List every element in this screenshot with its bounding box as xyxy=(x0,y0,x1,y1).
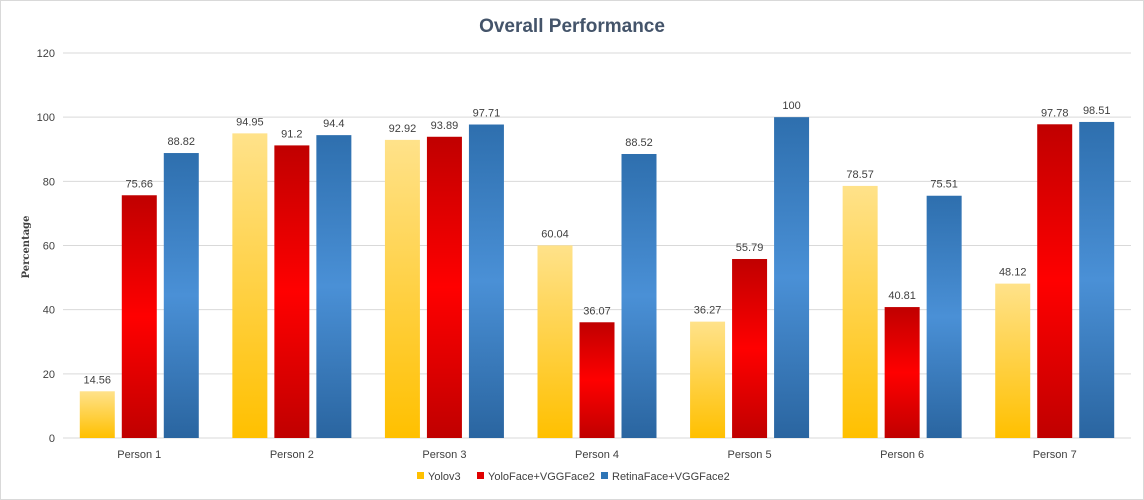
bar xyxy=(884,307,920,438)
data-label: 60.04 xyxy=(541,228,569,240)
legend-swatch xyxy=(417,472,424,479)
data-label: 36.07 xyxy=(583,305,611,317)
legend-entry: Yolov3 xyxy=(428,471,461,483)
legend-swatch xyxy=(477,472,484,479)
y-tick-label: 40 xyxy=(43,305,55,317)
data-label: 48.12 xyxy=(999,267,1027,279)
bar xyxy=(537,245,573,438)
chart-title: Overall Performance xyxy=(479,16,665,37)
y-tick-label: 60 xyxy=(43,241,55,253)
bar xyxy=(426,136,462,438)
bars xyxy=(79,117,1115,439)
bar xyxy=(316,135,352,438)
bar xyxy=(274,145,310,438)
bar xyxy=(579,322,615,438)
bar xyxy=(926,195,962,438)
x-tick-label: Person 4 xyxy=(575,449,619,461)
bar xyxy=(774,117,810,439)
data-label: 75.66 xyxy=(126,178,154,190)
data-label: 88.52 xyxy=(625,137,653,149)
y-tick-label: 120 xyxy=(37,48,55,60)
bar xyxy=(163,153,199,438)
y-tick-label: 20 xyxy=(43,369,55,381)
bar xyxy=(1037,124,1073,438)
bar xyxy=(79,391,115,438)
data-label: 36.27 xyxy=(694,305,722,317)
bar xyxy=(842,185,878,438)
legend-swatch xyxy=(601,472,608,479)
x-tick-label: Person 6 xyxy=(880,449,924,461)
bar xyxy=(384,139,420,439)
x-axis-ticks: Person 1 Person 2 Person 3 Person 4 Person 5… xyxy=(117,449,1076,461)
bar xyxy=(468,124,504,439)
bar xyxy=(995,283,1031,438)
data-label: 92.92 xyxy=(389,123,417,135)
bar xyxy=(1079,121,1115,438)
data-label: 14.56 xyxy=(84,374,112,386)
legend-entry: YoloFace+VGGFace2 xyxy=(488,471,595,483)
data-label: 97.71 xyxy=(473,108,501,120)
y-axis-label: Percentage xyxy=(21,215,32,278)
bar xyxy=(690,321,726,438)
legend-entry: RetinaFace+VGGFace2 xyxy=(612,471,730,483)
y-axis-ticks: 0 20 40 60 80 100 120 xyxy=(37,48,55,445)
x-tick-label: Person 3 xyxy=(422,449,466,461)
data-label: 55.79 xyxy=(736,242,764,254)
data-label: 94.95 xyxy=(236,116,264,128)
x-tick-label: Person 7 xyxy=(1033,449,1077,461)
bar xyxy=(121,195,157,438)
x-tick-label: Person 2 xyxy=(270,449,314,461)
data-label: 97.78 xyxy=(1041,107,1069,119)
data-label: 98.51 xyxy=(1083,105,1111,117)
y-tick-label: 100 xyxy=(37,112,55,124)
x-tick-label: Person 5 xyxy=(728,449,772,461)
data-label: 94.4 xyxy=(323,118,344,130)
data-label: 75.51 xyxy=(930,179,958,191)
x-tick-label: Person 1 xyxy=(117,449,161,461)
bar xyxy=(232,133,268,438)
y-tick-label: 80 xyxy=(43,176,55,188)
y-tick-label: 0 xyxy=(49,433,55,445)
data-label: 100 xyxy=(782,100,800,112)
data-label: 91.2 xyxy=(281,128,302,140)
bar xyxy=(621,153,657,438)
data-label: 78.57 xyxy=(846,169,874,181)
data-label: 88.82 xyxy=(168,136,196,148)
data-label: 40.81 xyxy=(888,290,916,302)
data-labels: 14.56 75.66 88.82 94.95 91.2 94.4 92.92 93.89 97… xyxy=(84,100,1111,386)
legend: Yolov3 YoloFace+VGGFace2 RetinaFace+VGGFac… xyxy=(417,471,730,483)
data-label: 93.89 xyxy=(431,120,459,132)
bar xyxy=(732,259,768,438)
